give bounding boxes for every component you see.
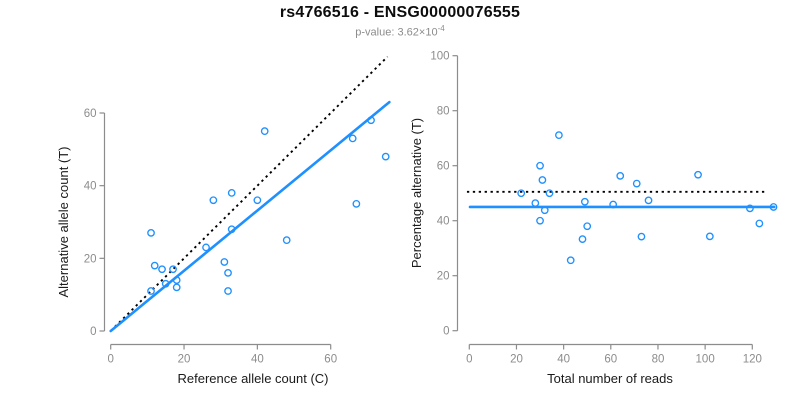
data-point [227,189,236,197]
data-point [352,199,361,208]
data-point [694,170,702,179]
x-tick-label: 0 [466,354,472,366]
y-tick-label: 0 [90,326,96,338]
y-axis-title: Percentage alternative (T) [409,118,424,268]
p-value-exponent: -4 [437,24,445,33]
data-point [517,189,526,198]
data-point [632,179,641,188]
y-tick-label: 40 [437,216,450,228]
allele-count-scatter: 0 20 40 60 0 20 40 60 Reference allele count (C)… [56,56,391,386]
data-point [224,268,232,277]
data-point [644,196,653,205]
data-point [531,199,540,207]
data-point [260,127,269,136]
data-point [566,256,575,265]
data-point [147,287,155,295]
x-tick-label: 60 [324,354,337,366]
y-tick-label: 100 [430,51,449,63]
data-point [580,197,589,206]
data-point [536,161,544,170]
data-point [220,258,229,266]
y-tick-label: 0 [443,326,449,338]
data-point [381,152,390,161]
identity-line [110,56,389,332]
data-point [150,261,159,270]
data-point [545,189,554,198]
x-tick-label: 20 [510,354,523,366]
figure-title: rs4766516 - ENSG00000076555 [279,4,521,21]
x-tick-label: 40 [251,354,264,366]
data-point [538,176,547,184]
y-tick-label: 20 [84,253,97,265]
data-point [540,206,549,215]
data-point [282,236,291,245]
data-point [769,203,778,211]
data-point [227,225,236,234]
y-axis-title: Alternative allele count (T) [56,146,71,297]
regression-line [109,100,391,333]
data-point [637,232,646,241]
p-value-subtitle: p-value: 3.62×10-4 [0,24,800,39]
data-point [202,243,210,252]
data-point [746,204,754,213]
p-value-label: p-value: [355,26,398,39]
data-point [609,200,618,209]
data-point [555,131,563,140]
data-point [536,216,544,225]
x-tick-label: 120 [743,354,762,366]
x-axis-title: Reference allele count (C) [177,371,328,386]
data-point [583,222,592,231]
y-tick-label: 80 [437,106,450,118]
data-point [161,279,170,288]
x-tick-label: 60 [604,354,617,366]
y-tick-label: 60 [437,161,450,173]
data-point [705,232,714,241]
x-tick-label: 80 [652,354,665,366]
data-point [224,287,232,295]
figure-header: rs4766516 - ENSG00000076555 p-value: 3.6… [0,4,800,39]
x-tick-label: 20 [178,354,191,366]
data-point [367,116,375,125]
y-tick-label: 20 [437,271,450,283]
data-point [209,196,218,205]
data-point [169,265,177,274]
data-point [755,219,764,228]
y-tick-label: 60 [84,108,97,120]
data-point [578,235,587,244]
x-tick-label: 40 [557,354,570,366]
data-point [616,172,625,180]
data-point [147,229,155,237]
x-tick-label: 0 [107,354,113,366]
p-value-mantissa: 3.62 [397,26,419,39]
data-point [253,196,262,205]
data-point [348,134,357,143]
x-axis-title: Total number of reads [547,371,673,386]
p-value-times: ×10 [418,26,438,39]
percentage-scatter: 0 20 40 60 80 100 0 20 40 60 80 100 120 Total number … [409,51,778,386]
data-point [158,265,166,274]
x-tick-label: 100 [696,354,715,366]
data-point [172,276,181,285]
y-tick-label: 40 [84,181,97,193]
data-point [172,283,181,292]
